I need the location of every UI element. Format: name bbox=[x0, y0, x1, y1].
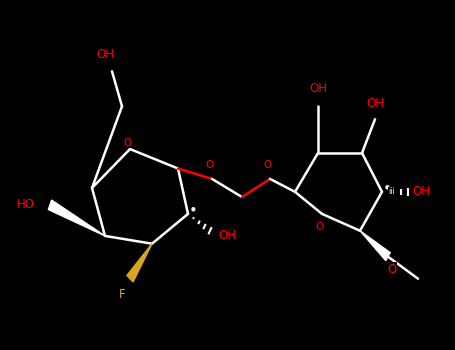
Text: OH: OH bbox=[366, 97, 384, 110]
Text: O: O bbox=[316, 222, 324, 232]
Text: OH: OH bbox=[96, 48, 114, 61]
Text: O: O bbox=[206, 160, 214, 170]
Text: F: F bbox=[119, 288, 125, 301]
Text: OH: OH bbox=[218, 230, 236, 243]
Text: ●: ● bbox=[191, 206, 195, 211]
Text: O: O bbox=[264, 160, 272, 170]
Text: OH: OH bbox=[309, 82, 327, 95]
Polygon shape bbox=[48, 200, 105, 236]
Text: iii: iii bbox=[389, 187, 395, 196]
Polygon shape bbox=[127, 244, 152, 282]
Text: OH: OH bbox=[412, 186, 430, 198]
Text: ●: ● bbox=[384, 184, 389, 189]
Text: O: O bbox=[124, 138, 132, 148]
Polygon shape bbox=[360, 231, 390, 261]
Text: HO: HO bbox=[17, 198, 35, 211]
Text: O: O bbox=[387, 263, 397, 276]
